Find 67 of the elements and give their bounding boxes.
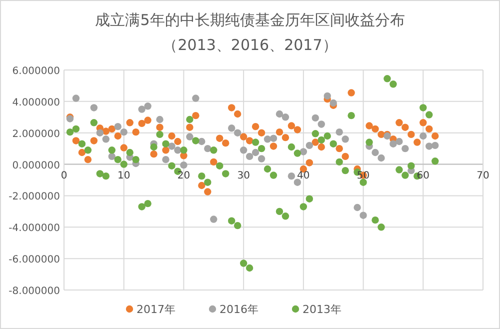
point (342, 136, 349, 143)
point (138, 106, 146, 113)
point (330, 99, 337, 107)
point (258, 155, 266, 162)
point (204, 144, 212, 152)
point (294, 178, 302, 186)
point (120, 128, 128, 136)
point (396, 138, 403, 146)
point (336, 128, 343, 136)
y-tick-label: 4.000000 (12, 97, 60, 108)
chart-subtitle: （2013、2016、2017） (162, 36, 338, 54)
point (276, 110, 284, 118)
point (174, 146, 182, 154)
point (270, 134, 278, 142)
point (198, 138, 206, 146)
x-tick-label: 20 (177, 170, 190, 182)
point (390, 140, 397, 148)
point (378, 154, 385, 162)
point (300, 148, 308, 156)
y-tick-label: -2.000000 (8, 192, 60, 203)
x-tick-label: 10 (117, 170, 130, 182)
point (210, 216, 218, 223)
point (108, 152, 116, 160)
point (246, 152, 254, 160)
point (372, 148, 379, 156)
y-tick-label: 2.000000 (12, 128, 60, 140)
point (234, 129, 242, 136)
y-tick-label: -6.000000 (8, 254, 60, 266)
y-tick-label: 0.000000 (12, 160, 60, 172)
point (432, 142, 439, 150)
point (168, 142, 176, 150)
x-tick-label: 70 (476, 170, 490, 182)
point (288, 172, 296, 180)
point (360, 212, 367, 219)
point (318, 120, 325, 128)
point (102, 136, 110, 143)
x-tick-label: 0 (60, 170, 68, 182)
point (186, 133, 194, 140)
point (420, 132, 427, 140)
legend-label: 2016年 (220, 303, 258, 316)
x-tick-label: 30 (237, 170, 250, 182)
chart-title: 成立满5年的中长期纯债基金历年区间收益分布 (95, 11, 405, 29)
point (192, 94, 200, 102)
point (96, 129, 104, 136)
point (90, 104, 98, 112)
point (72, 94, 80, 102)
point (180, 161, 188, 169)
point (324, 92, 331, 100)
y-tick-label: 6.000000 (12, 66, 60, 77)
legend-label: 2017年 (136, 303, 176, 316)
point (306, 142, 314, 150)
point (354, 204, 361, 212)
y-tick-label: -8.000000 (8, 286, 60, 297)
point (228, 124, 236, 132)
point (312, 114, 319, 122)
point (240, 146, 248, 154)
point (282, 114, 290, 121)
x-tick-label: 40 (297, 170, 310, 182)
legend-label: 2013年 (302, 303, 342, 316)
point (402, 144, 409, 152)
point (156, 116, 164, 124)
point (264, 136, 272, 143)
point (162, 156, 170, 164)
point (114, 122, 122, 130)
point (144, 102, 152, 110)
y-tick-label: -4.000000 (8, 223, 60, 234)
point (252, 148, 260, 156)
